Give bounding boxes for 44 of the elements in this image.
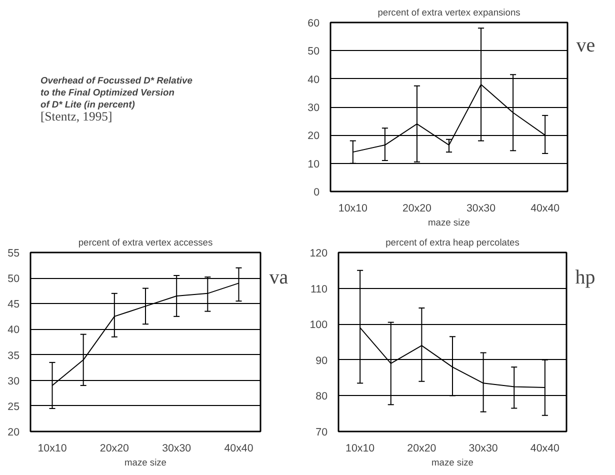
y-tick-label: 90 [316,354,328,367]
y-tick-label: 25 [8,400,20,413]
x-tick-label: 20x20 [402,202,432,214]
y-tick-label: 10 [308,158,320,170]
x-tick-label: 20x20 [100,442,130,454]
x-tick-label: 30x30 [468,442,498,454]
y-tick-label: 70 [316,426,328,438]
y-tick-label: 50 [8,273,20,286]
x-tick-label: 10x10 [346,442,375,454]
x-axis-title: maze size [432,458,474,468]
y-tick-label: 80 [316,390,328,403]
x-tick-label: 20x20 [407,442,436,454]
x-tick-label: 10x10 [338,202,368,214]
x-tick-label: 40x40 [530,202,560,214]
x-tick-label: 10x10 [38,442,67,454]
text: ve [576,34,596,56]
y-tick-label: 20 [8,426,20,438]
y-tick-label: 45 [8,298,20,311]
y-tick-label: 40 [8,324,20,336]
y-tick-label: 110 [310,283,328,296]
y-tick-label: 50 [308,46,320,58]
x-tick-label: 30x30 [162,442,192,454]
y-tick-label: 30 [8,375,20,388]
y-tick-label: 55 [8,248,20,260]
chart-title: percent of extra vertex expansions [378,8,521,18]
x-tick-label: 40x40 [530,442,560,454]
text: [Stentz, 1995] [40,110,112,124]
x-tick-label: 40x40 [224,442,254,454]
y-tick-label: 0 [314,186,320,198]
y-tick-label: 100 [310,319,328,332]
y-tick-label: 120 [310,248,328,260]
chart-title: percent of extra heap percolates [386,238,520,248]
y-tick-label: 30 [308,102,320,114]
y-tick-label: 35 [8,350,20,362]
x-tick-label: 30x30 [466,202,496,214]
chart-title: percent of extra vertex accesses [78,238,213,248]
x-axis-title: maze size [124,458,167,468]
text: hp [575,266,596,288]
text: va [269,266,288,288]
y-tick-label: 60 [308,18,320,30]
x-axis-title: maze size [428,218,470,228]
y-tick-label: 40 [308,74,320,86]
y-tick-label: 20 [308,130,320,142]
text: Overhead of Focussed D* Relative to the Final Optimized Version of D* Lite (in percent) [40,76,192,110]
